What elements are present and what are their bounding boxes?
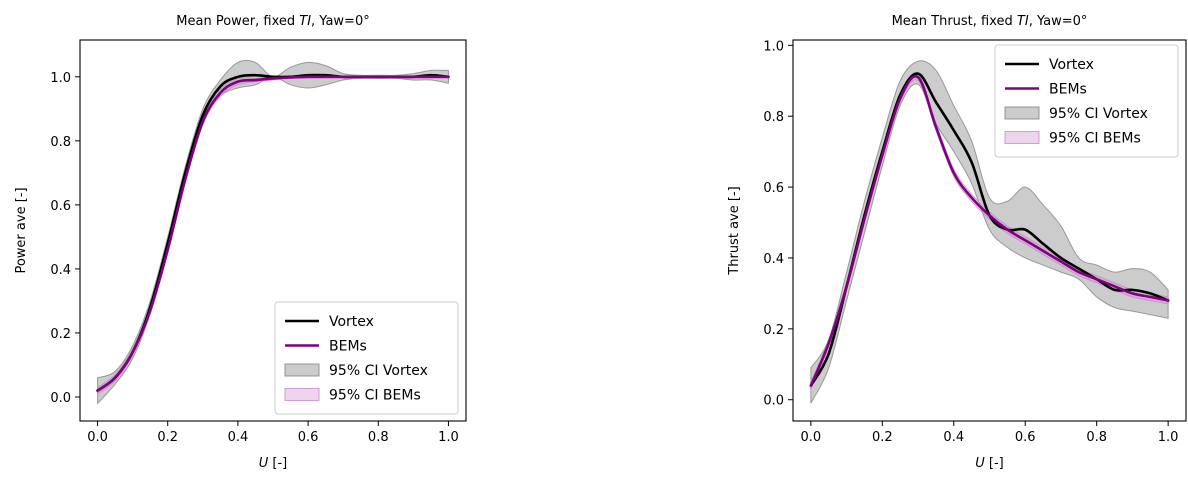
legend: Vortex BEMs 95% CI Vortex 95% CI BEMs [274, 301, 459, 415]
series-line-bems [809, 74, 1170, 387]
chart-title-italic: TI [299, 14, 311, 29]
legend-label: Vortex [1049, 57, 1094, 73]
x-tick-label: 0.2 [872, 430, 893, 445]
y-tick-label: 0.4 [763, 252, 784, 267]
y-tick-label: 0.2 [50, 327, 71, 342]
legend-swatch-ci-bems [284, 388, 320, 401]
y-tick-label: 0.2 [763, 323, 784, 338]
legend-label: 95% CI BEMs [329, 388, 421, 404]
y-tick-label: 0.6 [50, 199, 71, 214]
chart-title-italic: TI [1017, 14, 1029, 29]
chart-title-part: Mean Thrust, fixed [892, 14, 1017, 29]
y-tick-label: 0.0 [763, 394, 784, 409]
legend-label: Vortex [329, 314, 374, 330]
y-tick-label: 0.0 [50, 391, 71, 406]
legend-label: BEMs [1049, 82, 1087, 98]
x-axis-label-unit: [-] [268, 456, 287, 471]
axes-frame [79, 39, 467, 422]
x-tick-label: 0.4 [228, 430, 249, 445]
x-tick-label: 0.6 [1015, 430, 1036, 445]
legend-label: BEMs [329, 339, 367, 355]
x-tick-label: 0.6 [298, 430, 319, 445]
plot-area [96, 59, 450, 405]
x-axis-label-unit: [-] [985, 456, 1004, 471]
legend-swatch-ci-bems [1004, 131, 1040, 144]
legend-label: 95% CI Vortex [329, 363, 428, 379]
axes-frame [792, 39, 1187, 422]
x-axis-label: U [-] [975, 456, 1003, 471]
x-tick-label: 0.4 [943, 430, 964, 445]
chart-title: Mean Power, fixed TI, Yaw=0° [176, 14, 369, 29]
legend-label: 95% CI BEMs [1049, 131, 1141, 147]
y-tick-label: 0.4 [50, 263, 71, 278]
chart-title-part: Mean Power, fixed [176, 14, 299, 29]
x-tick-label: 0.2 [157, 430, 178, 445]
chart-title: Mean Thrust, fixed TI, Yaw=0° [892, 14, 1088, 29]
y-tick-label: 1.0 [763, 39, 784, 54]
legend-swatch-ci-vortex [1004, 106, 1040, 120]
legend-box [994, 44, 1179, 158]
y-tick-label: 1.0 [50, 71, 71, 86]
thrust-chart: 0.0 0.2 0.4 0.6 0.8 1.0 0.0 0.2 0.4 0.6 0.8 1.0 Mean… [727, 14, 1187, 471]
legend-swatch-ci-vortex [284, 363, 320, 377]
y-tick-label: 0.6 [763, 181, 784, 196]
series-line-bems [96, 75, 450, 392]
legend-box [274, 301, 459, 415]
x-axis-label-var: U [975, 456, 985, 471]
legend: Vortex BEMs 95% CI Vortex 95% CI BEMs [994, 44, 1179, 158]
x-tick-label: 0.0 [801, 430, 822, 445]
x-tick-label: 0.8 [1086, 430, 1107, 445]
chart-title-part: , Yaw=0° [311, 14, 370, 29]
x-axis-label: U [-] [259, 456, 287, 471]
x-tick-label: 1.0 [1158, 430, 1179, 445]
power-chart: 0.0 0.2 0.4 0.6 0.8 1.0 0.0 0.2 0.4 0.6 0.8 1.0 Mean… [14, 14, 467, 471]
plot-area [809, 60, 1170, 404]
x-axis-label-var: U [259, 456, 269, 471]
y-axis-label: Thrust ave [-] [727, 186, 742, 275]
y-tick-label: 0.8 [763, 110, 784, 125]
x-tick-label: 0.0 [87, 430, 108, 445]
legend-label: 95% CI Vortex [1049, 106, 1148, 122]
x-tick-label: 0.8 [368, 430, 389, 445]
x-tick-label: 1.0 [438, 430, 459, 445]
chart-title-part: , Yaw=0° [1029, 14, 1088, 29]
y-axis-label: Power ave [-] [14, 187, 29, 273]
y-tick-label: 0.8 [50, 135, 71, 150]
